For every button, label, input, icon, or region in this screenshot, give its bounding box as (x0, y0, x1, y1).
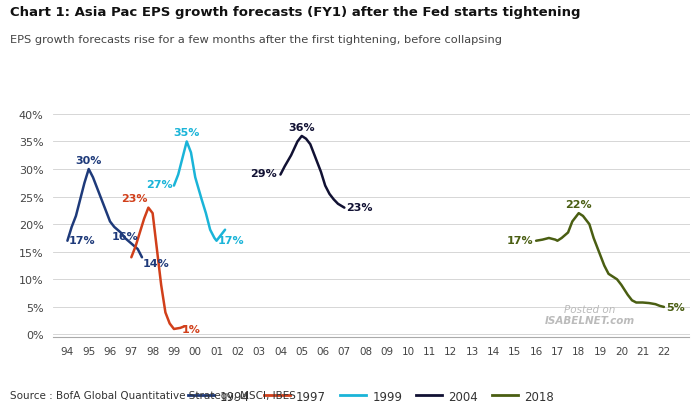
Text: 27%: 27% (146, 180, 173, 190)
Text: 29%: 29% (251, 169, 277, 179)
Text: 30%: 30% (76, 155, 102, 165)
Text: ISABELNET.com: ISABELNET.com (545, 315, 634, 325)
Text: 23%: 23% (121, 194, 147, 204)
Text: Posted on: Posted on (564, 304, 615, 314)
Text: Source : BofA Global Quantitative Strategy, MSCI, IBES: Source : BofA Global Quantitative Strate… (10, 390, 296, 400)
Text: 17%: 17% (69, 235, 95, 245)
Text: Chart 1: Asia Pac EPS growth forecasts (FY1) after the Fed starts tightening: Chart 1: Asia Pac EPS growth forecasts (… (10, 6, 581, 19)
Text: 16%: 16% (112, 231, 139, 241)
Text: 23%: 23% (346, 202, 373, 212)
Text: 36%: 36% (288, 122, 315, 132)
Text: 17%: 17% (506, 235, 533, 245)
Legend: 1994, 1997, 1999, 2004, 2018: 1994, 1997, 1999, 2004, 2018 (183, 385, 559, 407)
Text: 5%: 5% (666, 302, 685, 312)
Text: 22%: 22% (566, 199, 592, 209)
Text: 17%: 17% (218, 235, 244, 245)
Text: EPS growth forecasts rise for a few months after the first tightening, before co: EPS growth forecasts rise for a few mont… (10, 35, 503, 45)
Text: 35%: 35% (174, 128, 200, 138)
Text: 14%: 14% (143, 259, 170, 269)
Text: 1%: 1% (181, 324, 200, 334)
